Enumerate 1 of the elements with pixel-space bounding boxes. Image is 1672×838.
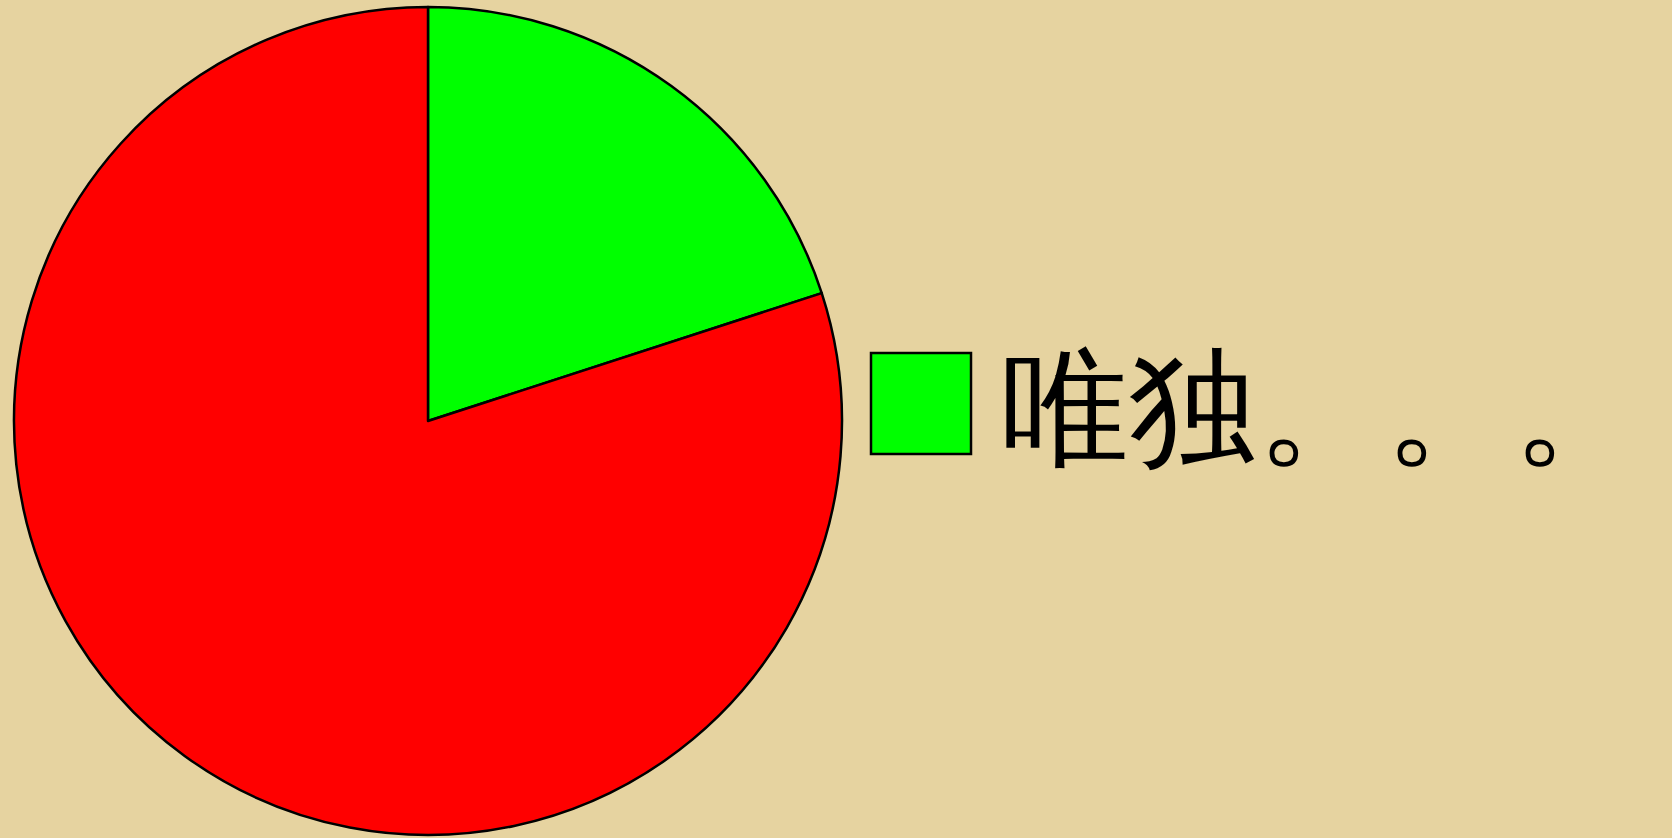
legend-label: 唯独。。。 bbox=[1001, 339, 1641, 481]
